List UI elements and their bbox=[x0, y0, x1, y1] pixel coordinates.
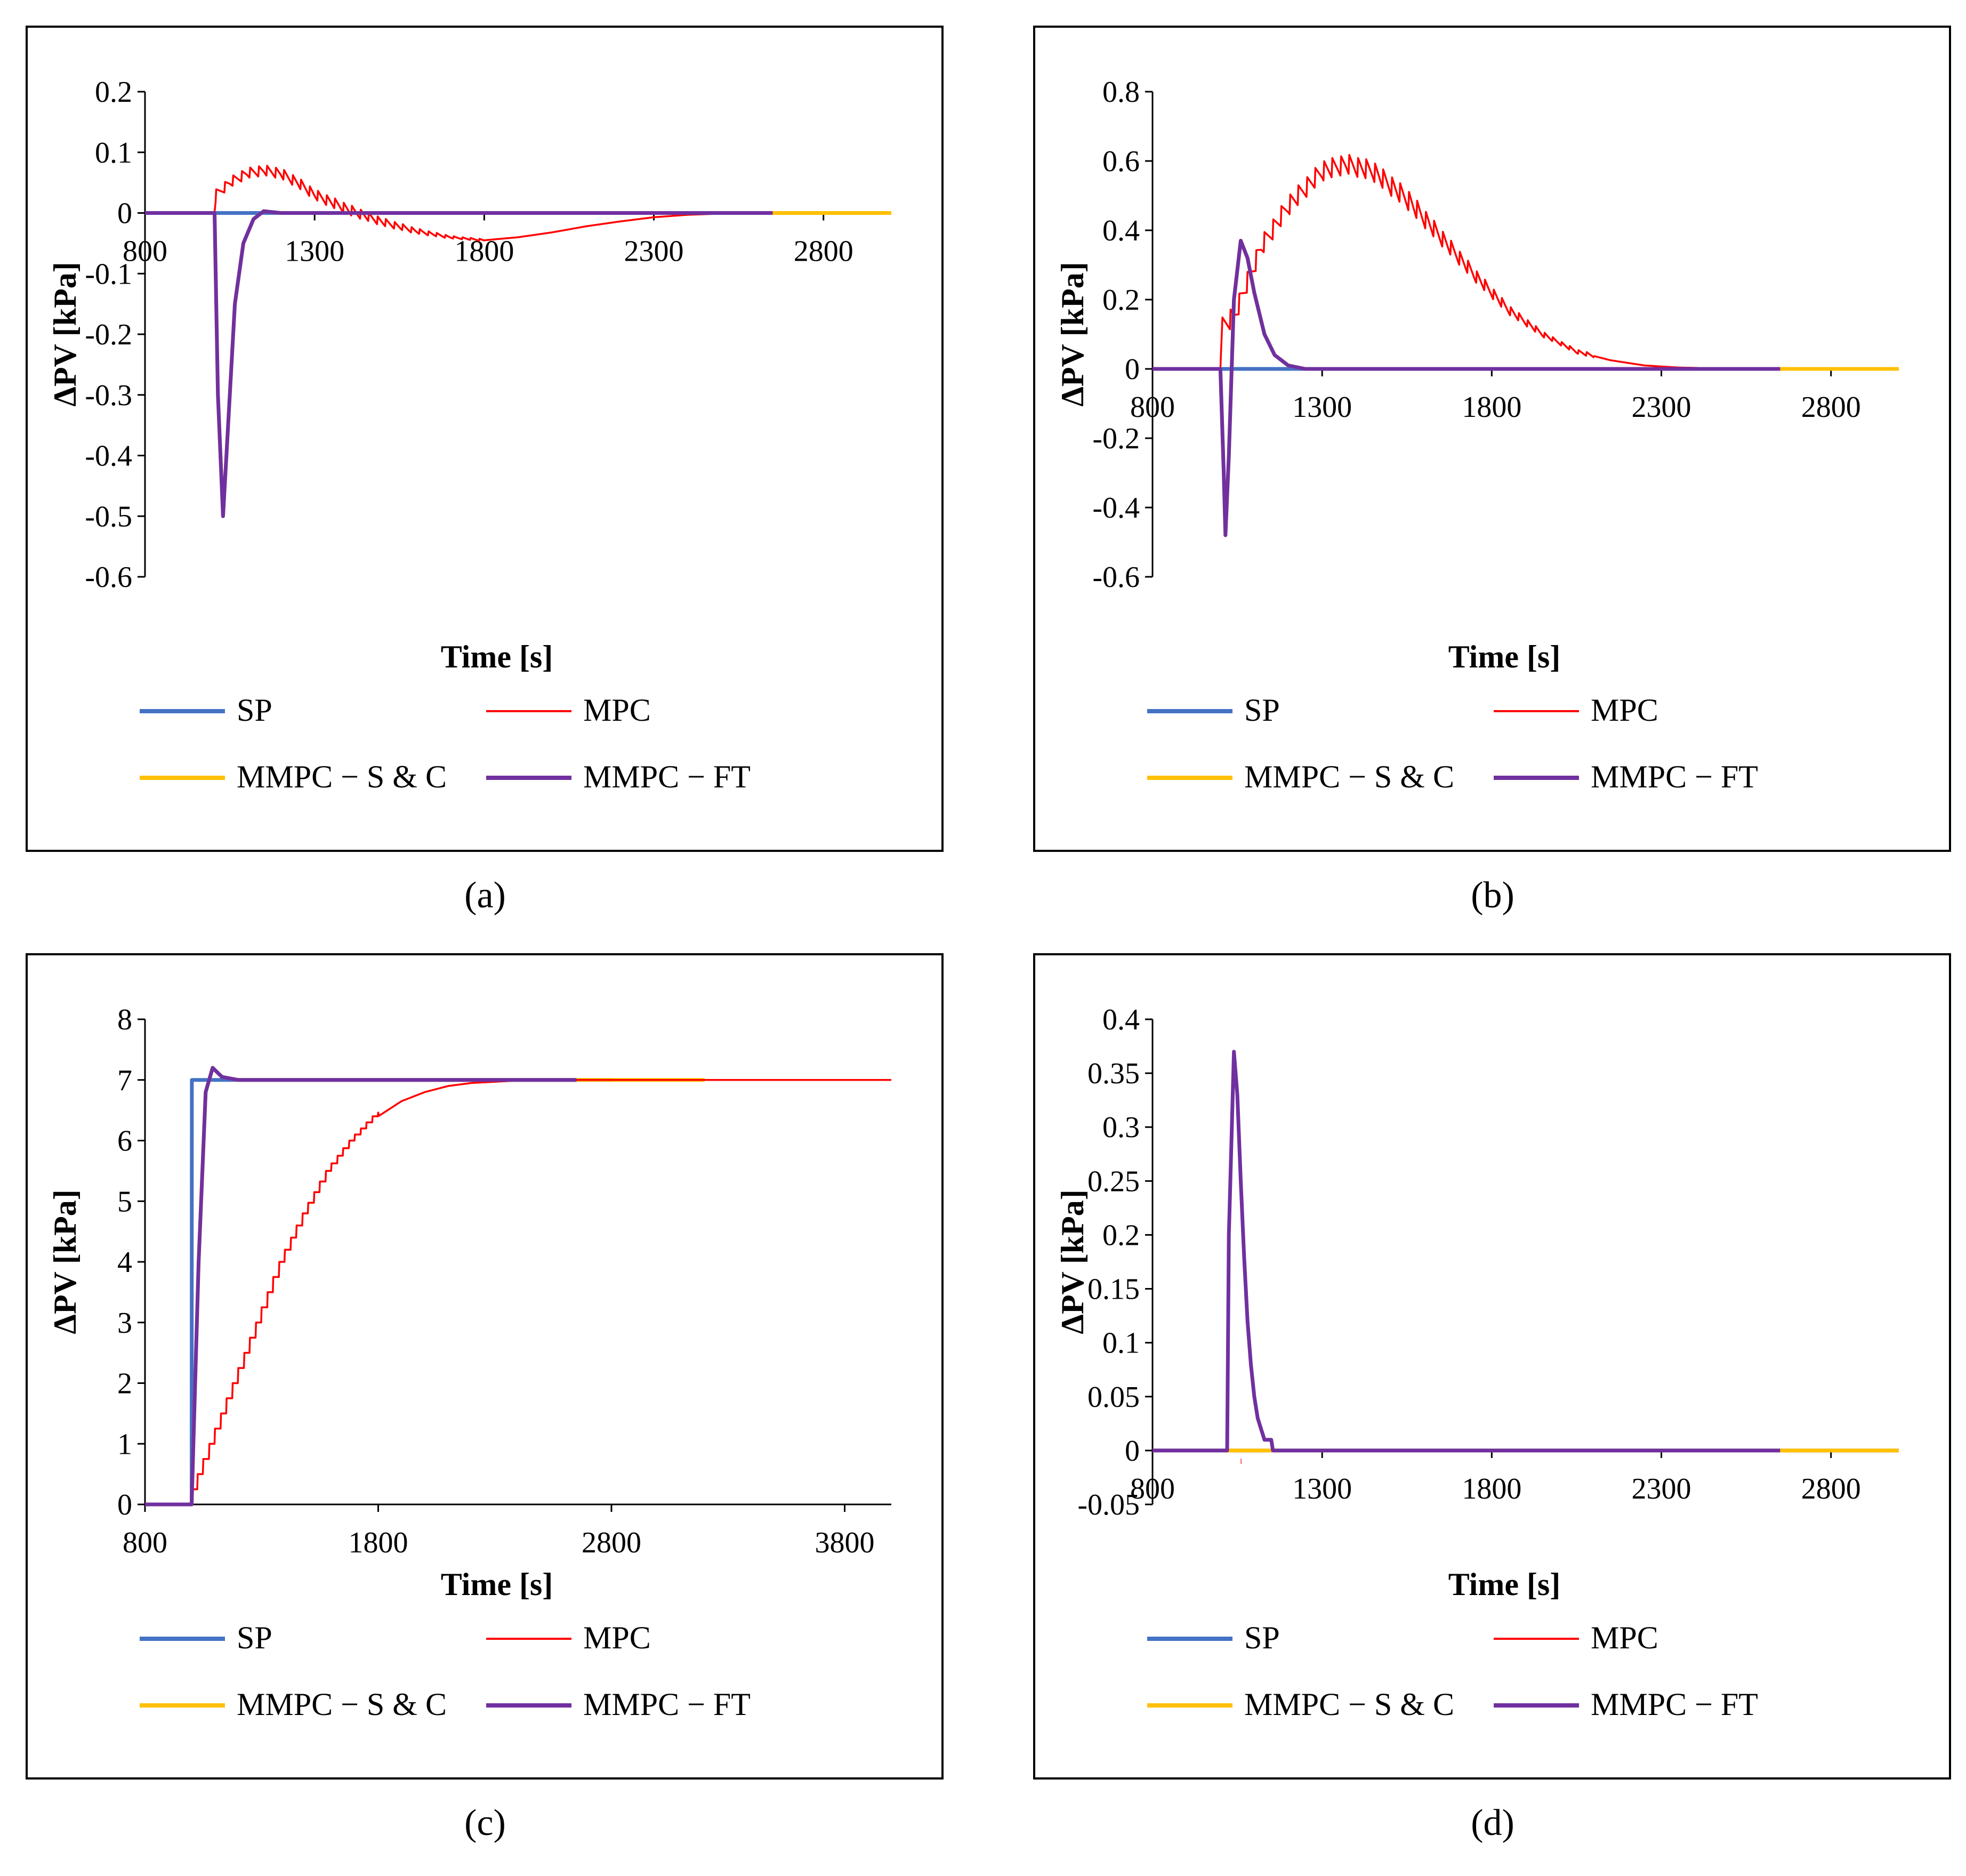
caption-a: (a) bbox=[464, 875, 506, 916]
chart-panel-a: -0.6 -0.5 -0.4 -0.3 -0.2 -0.1 0 0.1 0.2 800 1300 18… bbox=[26, 26, 944, 852]
chart-panel-b: -0.6 -0.4 -0.2 0 0.2 0.4 0.6 0.8 800 1300 1800 2300… bbox=[1033, 26, 1951, 852]
series-line-mmpc-s-c bbox=[145, 209, 891, 518]
y-tick-label: 8 bbox=[117, 1003, 132, 1036]
caption-c: (c) bbox=[464, 1802, 506, 1843]
x-tick-label: 1300 bbox=[285, 235, 344, 268]
y-tick-label: 0 bbox=[1125, 353, 1140, 386]
chart-panel-c: 0 1 2 3 4 5 6 7 8 800 1800 2800 3800 Time [s] ΔPV [kPa… bbox=[26, 953, 944, 1780]
chart-svg-c: 0 1 2 3 4 5 6 7 8 800 1800 2800 3800 Time [s] ΔPV [kPa… bbox=[47, 1003, 892, 1722]
y-tick-label: 4 bbox=[117, 1246, 132, 1279]
legend-label: MPC bbox=[1591, 1620, 1658, 1655]
x-tick-label: 2300 bbox=[1632, 391, 1691, 424]
x-tick-label: 1300 bbox=[1292, 391, 1352, 424]
chart-panel-d: -0.05 0 0.05 0.1 0.15 0.2 0.25 0.3 0.35 0.4 800 130… bbox=[1033, 953, 1951, 1780]
legend-label: MMPC − FT bbox=[583, 1687, 751, 1722]
x-tick-label: 800 bbox=[123, 235, 167, 268]
y-tick-label: 7 bbox=[117, 1064, 132, 1097]
y-tick-label: 0.1 bbox=[1102, 1327, 1140, 1360]
x-tick-label: 2800 bbox=[794, 235, 853, 268]
y-axis-title: ΔPV [kPa] bbox=[1055, 1189, 1090, 1334]
legend-label: MMPC − S & C bbox=[1244, 759, 1454, 794]
y-tick-label: -0.1 bbox=[85, 257, 132, 291]
series-line-mpc bbox=[144, 165, 773, 242]
y-tick-label: 0.8 bbox=[1102, 76, 1140, 109]
legend-label: MMPC − FT bbox=[583, 759, 751, 794]
series-line-mmpc-s-c bbox=[145, 1066, 705, 1507]
x-tick-label: 800 bbox=[123, 1526, 167, 1559]
series-line-mpc bbox=[191, 1079, 892, 1491]
x-axis-title: Time [s] bbox=[441, 1567, 553, 1602]
legend-label: MPC bbox=[583, 693, 651, 728]
x-axis-title: Time [s] bbox=[441, 639, 553, 674]
x-tick-label: 800 bbox=[1130, 391, 1175, 424]
y-tick-label: 0.2 bbox=[95, 76, 132, 109]
series-line-mmpc-s-c bbox=[1153, 239, 1899, 537]
legend-label: MPC bbox=[1591, 693, 1658, 728]
y-tick-label: 0.4 bbox=[1102, 214, 1140, 247]
y-tick-label: 0.6 bbox=[1102, 145, 1140, 178]
y-tick-label: -0.4 bbox=[85, 440, 132, 473]
x-axis-title: Time [s] bbox=[1448, 1567, 1561, 1602]
y-tick-label: 0 bbox=[1125, 1435, 1140, 1468]
x-tick-label: 1800 bbox=[349, 1526, 408, 1559]
y-axis-title: ΔPV [kPa] bbox=[1055, 262, 1090, 407]
y-axis-title: ΔPV [kPa] bbox=[47, 262, 83, 407]
chart-svg-b: -0.6 -0.4 -0.2 0 0.2 0.4 0.6 0.8 800 1300 1800 2300… bbox=[1055, 76, 1899, 794]
y-tick-label: 0.15 bbox=[1087, 1273, 1140, 1306]
x-tick-label: 1800 bbox=[1462, 1472, 1521, 1505]
x-tick-label: 2800 bbox=[582, 1526, 641, 1559]
y-tick-label: -0.4 bbox=[1092, 492, 1140, 525]
legend-label: MMPC − FT bbox=[1591, 1687, 1758, 1722]
y-tick-label: -0.5 bbox=[85, 500, 132, 533]
legend-label: MMPC − FT bbox=[1591, 759, 1758, 794]
series-line-mmpc-ft bbox=[145, 209, 773, 518]
y-tick-label: -0.3 bbox=[85, 379, 132, 412]
caption-d: (d) bbox=[1471, 1802, 1514, 1843]
y-tick-label: 2 bbox=[117, 1367, 132, 1400]
legend-label: SP bbox=[237, 1620, 272, 1655]
y-tick-label: -0.05 bbox=[1077, 1488, 1140, 1521]
x-tick-label: 2300 bbox=[624, 235, 684, 268]
legend-label: MPC bbox=[583, 1620, 651, 1655]
y-tick-label: -0.6 bbox=[1092, 561, 1140, 594]
caption-b: (b) bbox=[1471, 875, 1514, 916]
legend-label: MMPC − S & C bbox=[237, 759, 447, 794]
x-tick-label: 2300 bbox=[1632, 1472, 1691, 1505]
y-tick-label: 6 bbox=[117, 1125, 132, 1158]
y-tick-label: 0.25 bbox=[1087, 1165, 1140, 1198]
y-tick-label: -0.6 bbox=[85, 561, 132, 594]
x-tick-label: 800 bbox=[1130, 1472, 1175, 1505]
legend-label: SP bbox=[1244, 693, 1280, 728]
y-tick-label: 0.3 bbox=[1102, 1111, 1140, 1144]
series-line-mmpc-ft bbox=[1153, 239, 1780, 537]
y-tick-label: 0 bbox=[117, 1488, 132, 1521]
y-tick-label: -0.2 bbox=[85, 318, 132, 351]
series-line-mmpc-ft bbox=[145, 1066, 577, 1507]
y-tick-label: 5 bbox=[117, 1185, 132, 1218]
x-tick-label: 2800 bbox=[1801, 391, 1861, 424]
x-axis-title: Time [s] bbox=[1448, 639, 1561, 674]
y-tick-label: 0.05 bbox=[1087, 1381, 1140, 1414]
legend-label: SP bbox=[237, 693, 272, 728]
y-tick-label: 0 bbox=[117, 197, 132, 230]
x-tick-label: 1800 bbox=[1462, 391, 1521, 424]
x-tick-label: 1300 bbox=[1292, 1472, 1352, 1505]
y-tick-label: 0.2 bbox=[1102, 1219, 1140, 1252]
x-tick-label: 3800 bbox=[815, 1526, 875, 1559]
y-tick-label: 0.35 bbox=[1087, 1057, 1140, 1090]
series-line-mmpc-ft bbox=[1153, 1050, 1780, 1453]
chart-svg-d: -0.05 0 0.05 0.1 0.15 0.2 0.25 0.3 0.35 0.4 800 130… bbox=[1055, 1003, 1899, 1722]
chart-svg-a: -0.6-0.5-0.4-0.3-0.2-0.100.10.2800 1300 18… bbox=[47, 76, 891, 794]
y-tick-label: 1 bbox=[117, 1428, 132, 1461]
y-tick-label: 0.2 bbox=[1102, 284, 1140, 317]
y-tick-label: -0.2 bbox=[1092, 422, 1140, 455]
y-tick-label: 0.1 bbox=[95, 136, 132, 170]
x-tick-label: 2800 bbox=[1801, 1472, 1861, 1505]
legend-label: MMPC − S & C bbox=[1244, 1687, 1454, 1722]
y-tick-label: 3 bbox=[117, 1307, 132, 1340]
legend-label: MMPC − S & C bbox=[237, 1687, 447, 1722]
legend-label: SP bbox=[1244, 1620, 1280, 1655]
y-axis-title: ΔPV [kPa] bbox=[47, 1189, 83, 1334]
y-tick-label: 0.4 bbox=[1102, 1003, 1140, 1036]
